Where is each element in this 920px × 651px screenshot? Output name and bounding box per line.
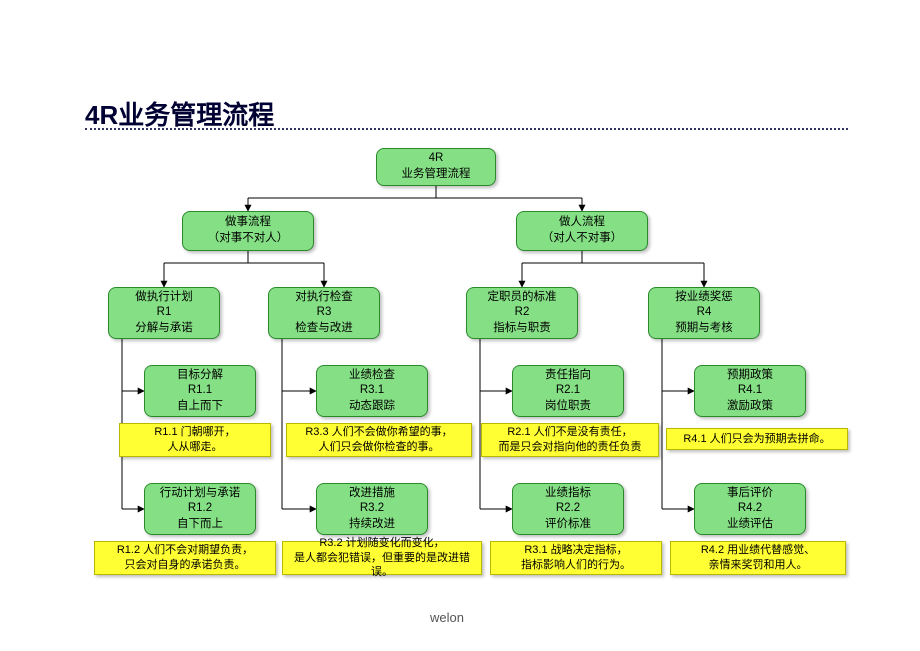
node-root: 4R业务管理流程 xyxy=(376,148,496,186)
node-line: 分解与承诺 xyxy=(135,321,193,337)
note-line: R3.2 计划随变化而变化， xyxy=(287,536,477,551)
note-line: R1.2 人们不会对期望负责， xyxy=(117,543,253,558)
node-line: 做人流程 xyxy=(559,215,605,231)
note-n32: R3.2 计划随变化而变化，是人都会犯错误，但重要的是改进错误。 xyxy=(282,541,482,575)
note-line: 亲情来奖罚和用人。 xyxy=(701,558,815,573)
note-line: 是人都会犯错误，但重要的是改进错误。 xyxy=(287,551,477,581)
node-line: 做执行计划 xyxy=(135,290,193,306)
node-right: 做人流程（对人不对事） xyxy=(516,211,648,251)
note-line: R1.1 门朝哪开， xyxy=(154,425,235,440)
node-line: 检查与改进 xyxy=(295,321,353,337)
node-r32: 改进措施R3.2持续改进 xyxy=(316,483,428,535)
note-line: R2.1 人们不是没有责任， xyxy=(499,425,642,440)
node-line: R4.2 xyxy=(738,501,762,517)
node-line: 预期政策 xyxy=(727,368,773,384)
node-left: 做事流程（对事不对人） xyxy=(182,211,314,251)
note-line: 而是只会对指向他的责任负责 xyxy=(499,440,642,455)
node-line: 定职员的标准 xyxy=(488,290,557,306)
node-line: 评价标准 xyxy=(545,517,591,533)
note-n33: R3.3 人们不会做你希望的事，人们只会做你检查的事。 xyxy=(286,423,472,457)
node-line: R2.1 xyxy=(556,383,580,399)
node-line: R2.2 xyxy=(556,501,580,517)
node-line: 自下而上 xyxy=(177,517,223,533)
node-line: 岗位职责 xyxy=(545,399,591,415)
node-line: 业绩指标 xyxy=(545,486,591,502)
node-line: （对人不对事） xyxy=(542,231,623,247)
node-line: 责任指向 xyxy=(545,368,591,384)
node-line: 改进措施 xyxy=(349,486,395,502)
node-line: 预期与考核 xyxy=(675,321,733,337)
note-n41: R4.1 人们只会为预期去拼命。 xyxy=(666,428,848,450)
node-r31: 业绩检查R3.1动态跟踪 xyxy=(316,365,428,417)
node-line: 指标与职责 xyxy=(493,321,551,337)
note-n21: R2.1 人们不是没有责任，而是只会对指向他的责任负责 xyxy=(481,423,659,457)
node-r22: 业绩指标R2.2评价标准 xyxy=(512,483,624,535)
node-r12: 行动计划与承诺R1.2自下而上 xyxy=(144,483,256,535)
node-line: 业绩检查 xyxy=(349,368,395,384)
node-line: R3.1 xyxy=(360,383,384,399)
note-line: 只会对自身的承诺负责。 xyxy=(117,558,253,573)
node-line: 按业绩奖惩 xyxy=(675,290,733,306)
node-line: R4.1 xyxy=(738,383,762,399)
node-r41: 预期政策R4.1激励政策 xyxy=(694,365,806,417)
node-r42: 事后评价R4.2业绩评估 xyxy=(694,483,806,535)
node-r3: 对执行检查R3检查与改进 xyxy=(268,287,380,339)
node-line: R3.2 xyxy=(360,501,384,517)
node-line: 自上而下 xyxy=(177,399,223,415)
node-line: 做事流程 xyxy=(225,215,271,231)
note-n11: R1.1 门朝哪开，人从哪走。 xyxy=(119,423,271,457)
note-line: R4.1 人们只会为预期去拼命。 xyxy=(683,432,830,447)
node-line: 持续改进 xyxy=(349,517,395,533)
node-line: R2 xyxy=(515,305,530,321)
node-r11: 目标分解R1.1自上而下 xyxy=(144,365,256,417)
node-r1: 做执行计划R1分解与承诺 xyxy=(108,287,220,339)
node-line: 行动计划与承诺 xyxy=(160,486,241,502)
node-r4: 按业绩奖惩R4预期与考核 xyxy=(648,287,760,339)
node-line: 目标分解 xyxy=(177,368,223,384)
note-line: R3.1 战略决定指标， xyxy=(521,543,631,558)
note-n12: R1.2 人们不会对期望负责，只会对自身的承诺负责。 xyxy=(94,541,276,575)
node-r2: 定职员的标准R2指标与职责 xyxy=(466,287,578,339)
note-line: 人们只会做你检查的事。 xyxy=(305,440,452,455)
node-line: R1.1 xyxy=(188,383,212,399)
footer-text: welon xyxy=(430,610,464,625)
node-line: R1.2 xyxy=(188,501,212,517)
node-line: R4 xyxy=(697,305,712,321)
node-line: 对执行检查 xyxy=(295,290,353,306)
note-n31a: R3.1 战略决定指标，指标影响人们的行为。 xyxy=(490,541,662,575)
node-line: R1 xyxy=(157,305,172,321)
node-line: 4R xyxy=(429,151,444,167)
node-line: 动态跟踪 xyxy=(349,399,395,415)
node-line: R3 xyxy=(317,305,332,321)
note-line: R4.2 用业绩代替感觉、 xyxy=(701,543,815,558)
node-line: 事后评价 xyxy=(727,486,773,502)
node-line: 业绩评估 xyxy=(727,517,773,533)
note-line: R3.3 人们不会做你希望的事， xyxy=(305,425,452,440)
node-line: （对事不对人） xyxy=(208,231,289,247)
node-line: 激励政策 xyxy=(727,399,773,415)
note-line: 人从哪走。 xyxy=(154,440,235,455)
page-title: 4R业务管理流程 xyxy=(85,95,274,132)
note-n42: R4.2 用业绩代替感觉、亲情来奖罚和用人。 xyxy=(670,541,846,575)
title-underline xyxy=(85,128,848,130)
node-line: 业务管理流程 xyxy=(402,167,471,183)
note-line: 指标影响人们的行为。 xyxy=(521,558,631,573)
node-r21: 责任指向R2.1岗位职责 xyxy=(512,365,624,417)
